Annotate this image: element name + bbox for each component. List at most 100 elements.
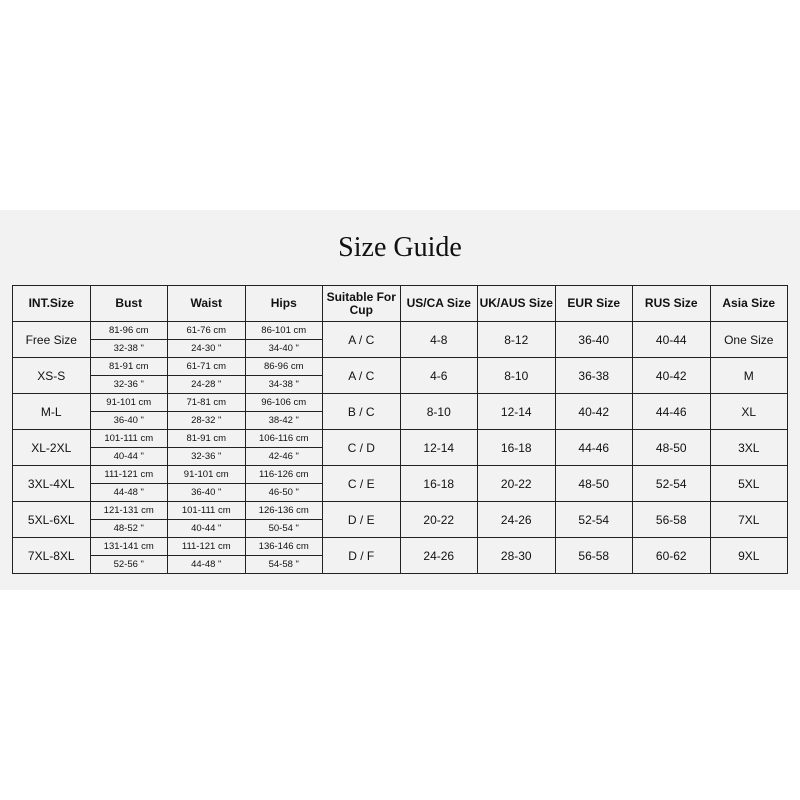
asia-cell: 5XL	[709, 465, 788, 502]
column-header: EUR Size	[554, 285, 633, 322]
us-cell: 4-8	[399, 321, 478, 358]
eur-cell: 36-38	[554, 357, 633, 394]
int-size-cell: XL-2XL	[12, 429, 91, 466]
bust-cm-cell: 111-121 cm	[89, 465, 168, 484]
cup-cell: D / E	[322, 501, 401, 538]
table-row: 3XL-4XL 111-121 cm 91-101 cm 116-126 cm C / …	[12, 465, 788, 502]
column-header: Suitable For Cup	[322, 285, 401, 322]
bust-cm-cell: 81-96 cm	[89, 321, 168, 340]
table-row: 5XL-6XL 121-131 cm 101-111 cm 126-136 cm D /…	[12, 501, 788, 538]
int-size-cell: 5XL-6XL	[12, 501, 91, 538]
us-cell: 4-6	[399, 357, 478, 394]
cup-cell: D / F	[322, 537, 401, 574]
hips-cm-cell: 106-116 cm	[244, 429, 323, 448]
cup-cell: A / C	[322, 321, 401, 358]
hips-cm-cell: 136-146 cm	[244, 537, 323, 556]
page-title: Size Guide	[338, 232, 462, 263]
asia-cell: M	[709, 357, 788, 394]
table-row: M-L 91-101 cm 71-81 cm 96-106 cm B / C 8-10 12…	[12, 393, 788, 430]
bust-cm-cell: 131-141 cm	[89, 537, 168, 556]
cup-cell: A / C	[322, 357, 401, 394]
hips-inch-cell: 38-42 "	[244, 411, 323, 430]
bust-cm-cell: 91-101 cm	[89, 393, 168, 412]
cup-cell: B / C	[322, 393, 401, 430]
bust-cm-cell: 81-91 cm	[89, 357, 168, 376]
eur-cell: 36-40	[554, 321, 633, 358]
bust-inch-cell: 48-52 "	[89, 519, 168, 538]
hips-inch-cell: 42-46 "	[244, 447, 323, 466]
eur-cell: 52-54	[554, 501, 633, 538]
table-row-inches: 40-44 " 32-36 " 42-46 "	[13, 447, 788, 466]
us-cell: 20-22	[399, 501, 478, 538]
uk-cell: 12-14	[477, 393, 556, 430]
bust-inch-cell: 32-36 "	[89, 375, 168, 394]
waist-inch-cell: 32-36 "	[167, 447, 246, 466]
eur-cell: 56-58	[554, 537, 633, 574]
int-size-cell: Free Size	[12, 321, 91, 358]
asia-cell: 7XL	[709, 501, 788, 538]
waist-cm-cell: 111-121 cm	[167, 537, 246, 556]
table-row-inches: 52-56 " 44-48 " 54-58 "	[13, 555, 788, 574]
column-header: US/CA Size	[399, 285, 478, 322]
asia-cell: One Size	[709, 321, 788, 358]
column-header: Waist	[167, 285, 246, 322]
hips-inch-cell: 46-50 "	[244, 483, 323, 502]
waist-inch-cell: 44-48 "	[167, 555, 246, 574]
waist-cm-cell: 101-111 cm	[167, 501, 246, 520]
asia-cell: XL	[709, 393, 788, 430]
rus-cell: 48-50	[632, 429, 711, 466]
table-row: 7XL-8XL 131-141 cm 111-121 cm 136-146 cm D /…	[12, 537, 788, 574]
bust-inch-cell: 36-40 "	[89, 411, 168, 430]
us-cell: 24-26	[399, 537, 478, 574]
column-header: Hips	[244, 285, 323, 322]
waist-inch-cell: 24-30 "	[167, 339, 246, 358]
waist-cm-cell: 81-91 cm	[167, 429, 246, 448]
eur-cell: 48-50	[554, 465, 633, 502]
waist-cm-cell: 91-101 cm	[167, 465, 246, 484]
us-cell: 8-10	[399, 393, 478, 430]
hips-cm-cell: 96-106 cm	[244, 393, 323, 412]
bust-inch-cell: 52-56 "	[89, 555, 168, 574]
asia-cell: 9XL	[709, 537, 788, 574]
waist-inch-cell: 24-28 "	[167, 375, 246, 394]
rus-cell: 60-62	[632, 537, 711, 574]
uk-cell: 8-12	[477, 321, 556, 358]
uk-cell: 20-22	[477, 465, 556, 502]
waist-cm-cell: 71-81 cm	[167, 393, 246, 412]
column-header: Bust	[89, 285, 168, 322]
hips-cm-cell: 86-96 cm	[244, 357, 323, 376]
table-row-inches: 48-52 " 40-44 " 50-54 "	[13, 519, 788, 538]
column-header: RUS Size	[632, 285, 711, 322]
cup-cell: C / E	[322, 465, 401, 502]
asia-cell: 3XL	[709, 429, 788, 466]
bust-inch-cell: 40-44 "	[89, 447, 168, 466]
column-header: Asia Size	[709, 285, 788, 322]
hips-inch-cell: 34-38 "	[244, 375, 323, 394]
column-header: UK/AUS Size	[477, 285, 556, 322]
waist-cm-cell: 61-76 cm	[167, 321, 246, 340]
rus-cell: 40-44	[632, 321, 711, 358]
rus-cell: 56-58	[632, 501, 711, 538]
waist-inch-cell: 36-40 "	[167, 483, 246, 502]
hips-cm-cell: 126-136 cm	[244, 501, 323, 520]
hips-inch-cell: 54-58 "	[244, 555, 323, 574]
waist-inch-cell: 40-44 "	[167, 519, 246, 538]
hips-cm-cell: 86-101 cm	[244, 321, 323, 340]
cup-cell: C / D	[322, 429, 401, 466]
bust-inch-cell: 32-38 "	[89, 339, 168, 358]
us-cell: 16-18	[399, 465, 478, 502]
header-row: INT.Size Bust Waist Hips Suitable For Cup US/…	[12, 285, 788, 322]
hips-inch-cell: 50-54 "	[244, 519, 323, 538]
waist-inch-cell: 28-32 "	[167, 411, 246, 430]
hips-cm-cell: 116-126 cm	[244, 465, 323, 484]
rus-cell: 44-46	[632, 393, 711, 430]
uk-cell: 8-10	[477, 357, 556, 394]
rus-cell: 52-54	[632, 465, 711, 502]
table-row: XS-S 81-91 cm 61-71 cm 86-96 cm A / C 4-6 8-10…	[12, 357, 788, 394]
bust-cm-cell: 101-111 cm	[89, 429, 168, 448]
waist-cm-cell: 61-71 cm	[167, 357, 246, 376]
bust-cm-cell: 121-131 cm	[89, 501, 168, 520]
size-guide-table: INT.Size Bust Waist Hips Suitable For Cup US/…	[12, 285, 788, 574]
